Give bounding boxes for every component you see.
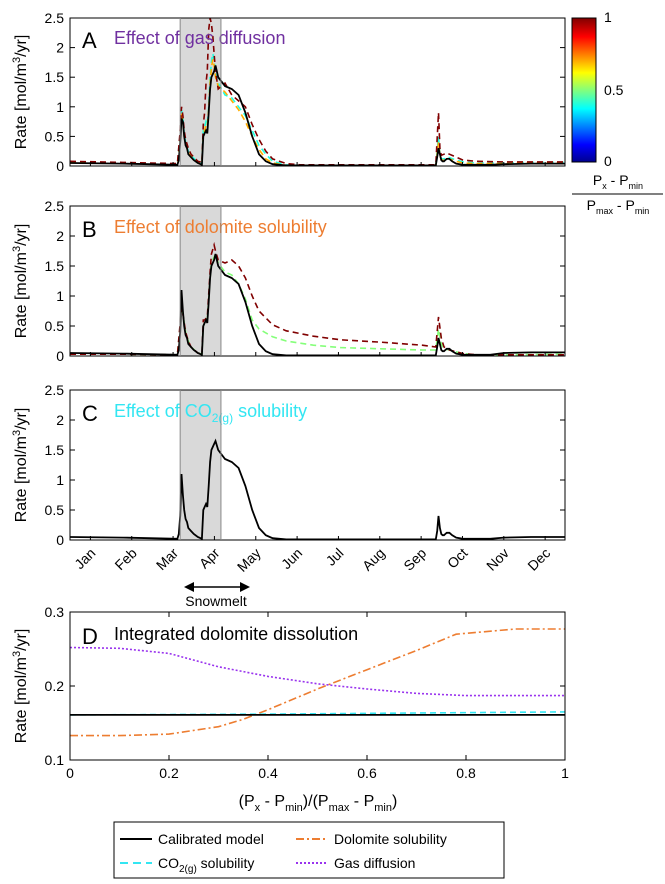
panel-a-snowmelt-shade: [180, 18, 221, 166]
colorbar-tick-0-5: 0.5: [604, 82, 624, 98]
panel-d-series-line: [70, 628, 565, 737]
ytick-label: 2: [56, 412, 64, 428]
panel-a-frame: [69, 17, 566, 167]
panel-b-yticks: 0 0.5 1 1.5 2 2.5: [45, 198, 565, 364]
panel-b-lines: [69, 241, 566, 357]
xtick-label: 0.6: [357, 765, 377, 781]
legend-box: [113, 821, 505, 879]
panel-c-letter: C: [82, 401, 98, 426]
ytick-label: 1.5: [45, 442, 65, 458]
panel-b: 0 0.5 1 1.5 2 2.5 B Effect of dolomite solubi…: [11, 198, 566, 364]
xtick-label: 1: [561, 765, 569, 781]
panel-a-title: Effect of gas diffusion: [114, 28, 285, 48]
panel-a: 0 0.5 1 1.5 2 2.5 A Effect of gas diffusion R…: [11, 10, 566, 174]
panel-b-ylabel: Rate [mol/m3/yr]: [11, 224, 30, 339]
ytick-label: 1: [56, 472, 64, 488]
panel-b-series-line: [70, 241, 565, 356]
ytick-label: 0: [56, 348, 64, 364]
panel-a-series-line: [69, 53, 565, 167]
ytick-label: 1.5: [45, 69, 65, 85]
snowmelt-annotation: Snowmelt: [184, 582, 250, 609]
panel-c-yticks: 0 0.5 1 1.5 2 2.5: [45, 382, 565, 548]
panel-d-ylabel: Rate [mol/m3/yr]: [11, 629, 30, 744]
month-axis-labels: Jan Feb Mar Apr May Jun Jul Aug Sep Oct Nov Dec: [71, 545, 553, 575]
month-label: Dec: [524, 545, 553, 574]
panel-c-series-line: [69, 438, 565, 541]
panel-d-yticks: 0.1 0.2 0.3: [45, 604, 565, 768]
panel-a-letter: A: [82, 28, 97, 53]
ytick-label: 2.5: [45, 382, 65, 398]
panel-d-title: Integrated dolomite dissolution: [114, 624, 358, 644]
xtick-label: 0.2: [159, 765, 179, 781]
panel-d-series-line: [69, 646, 565, 697]
ytick-label: 0.5: [45, 128, 65, 144]
ytick-label: 0.5: [45, 502, 65, 518]
month-label: Sep: [400, 545, 429, 574]
month-label: Jun: [278, 545, 305, 572]
panel-b-frame: [69, 205, 566, 357]
ytick-label: 0.5: [45, 318, 65, 334]
xtick-label: 0: [66, 765, 74, 781]
snowmelt-label: Snowmelt: [185, 593, 247, 609]
legend: Calibrated model Dolomite solubility CO2…: [113, 821, 505, 879]
panel-a-series-line: [69, 59, 565, 167]
month-label: Jan: [71, 545, 98, 572]
panel-d-letter: D: [82, 624, 98, 649]
ytick-label: 1: [56, 288, 64, 304]
legend-label-dolomite: Dolomite solubility: [334, 831, 447, 847]
panel-a-ylabel: Rate [mol/m3/yr]: [11, 35, 30, 150]
month-label: Mar: [153, 545, 182, 574]
month-label: Jul: [323, 545, 347, 569]
panel-b-letter: B: [82, 217, 97, 242]
panel-d: 0.1 0.2 0.3 0 0.2 0.4 0.6 0.8 1 D Integrated do…: [11, 604, 569, 814]
panel-c-ylabel: Rate [mol/m3/yr]: [11, 408, 30, 523]
panel-a-lines: [69, 17, 565, 167]
month-label: Apr: [196, 545, 223, 572]
colorbar-tick-1: 1: [604, 9, 612, 25]
panel-b-series-line: [69, 251, 566, 356]
legend-label-calibrated: Calibrated model: [158, 831, 264, 847]
panel-b-series-line: [69, 253, 565, 357]
panel-d-lines: [69, 628, 566, 737]
month-label: May: [234, 545, 264, 575]
panel-c-frame: [69, 389, 566, 541]
ytick-label: 1.5: [45, 258, 65, 274]
ytick-label: 0.3: [45, 604, 65, 620]
panel-a-yticks: 0 0.5 1 1.5 2 2.5: [45, 10, 565, 174]
ytick-label: 2: [56, 40, 64, 56]
legend-label-gas: Gas diffusion: [334, 855, 415, 871]
snowmelt-arrow-left-head: [184, 582, 194, 592]
month-label: Oct: [444, 545, 471, 572]
colorbar-gradient: [571, 17, 597, 163]
panel-c: 0 0.5 1 1.5 2 2.5 Jan Feb Mar Apr May Jun Jul Aug Sep…: [11, 382, 566, 575]
ytick-label: 0.2: [45, 678, 65, 694]
colorbar: 1 0.5 0 Px - Pmin Pmax - Pmin: [571, 9, 663, 216]
ytick-label: 0.1: [45, 752, 65, 768]
ytick-label: 1: [56, 99, 64, 115]
panel-c-lines: [69, 438, 565, 541]
panel-d-xlabel: (Px - Pmin)/(Pmax - Pmin): [239, 793, 398, 814]
panel-b-title: Effect of dolomite solubility: [114, 217, 327, 237]
ytick-label: 0: [56, 532, 64, 548]
panel-a-series-line: [69, 17, 565, 166]
ytick-label: 2.5: [45, 198, 65, 214]
ytick-label: 2: [56, 228, 64, 244]
panel-b-snowmelt-shade: [180, 206, 221, 356]
month-label: Feb: [111, 545, 140, 574]
panel-a-series-line: [69, 65, 565, 167]
xtick-label: 0.8: [456, 765, 476, 781]
xtick-label: 0.4: [258, 765, 278, 781]
ytick-label: 2.5: [45, 10, 65, 26]
panel-c-snowmelt-shade: [180, 390, 221, 540]
ytick-label: 0: [56, 158, 64, 174]
panel-d-xticks: 0 0.2 0.4 0.6 0.8 1: [66, 612, 569, 781]
colorbar-tick-0: 0: [604, 153, 612, 169]
month-label: Nov: [483, 545, 512, 574]
month-label: Aug: [359, 545, 388, 574]
snowmelt-arrow-right-head: [240, 582, 250, 592]
colorbar-label-denominator: Pmax - Pmin: [587, 197, 650, 216]
colorbar-label-numerator: Px - Pmin: [593, 172, 643, 191]
